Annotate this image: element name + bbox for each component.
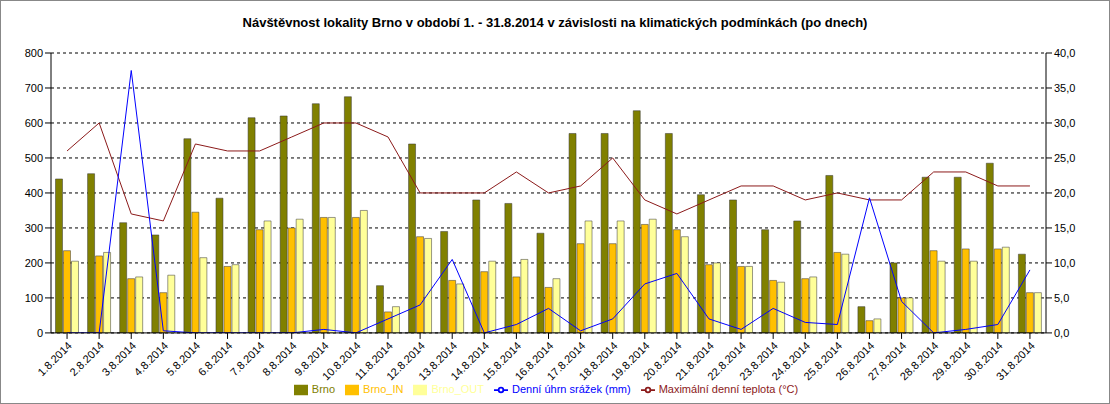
svg-text:20.8.2014: 20.8.2014 (640, 339, 684, 383)
svg-text:300: 300 (25, 222, 43, 234)
svg-text:29.8.2014: 29.8.2014 (929, 339, 973, 383)
svg-text:6.8.2014: 6.8.2014 (196, 339, 235, 378)
svg-text:500: 500 (25, 152, 43, 164)
svg-text:18.8.2014: 18.8.2014 (576, 339, 620, 383)
svg-text:26.8.2014: 26.8.2014 (833, 339, 877, 383)
svg-text:11.8.2014: 11.8.2014 (352, 339, 395, 382)
svg-text:22.8.2014: 22.8.2014 (704, 339, 748, 383)
svg-text:19.8.2014: 19.8.2014 (608, 339, 652, 383)
svg-text:700: 700 (25, 82, 43, 94)
svg-text:7.8.2014: 7.8.2014 (228, 339, 267, 378)
svg-text:8.8.2014: 8.8.2014 (260, 339, 299, 378)
svg-text:14.8.2014: 14.8.2014 (448, 339, 492, 383)
svg-text:28.8.2014: 28.8.2014 (897, 339, 941, 383)
svg-text:5.8.2014: 5.8.2014 (164, 339, 203, 378)
svg-text:400: 400 (25, 187, 43, 199)
svg-text:10,0: 10,0 (1054, 257, 1075, 269)
svg-text:600: 600 (25, 117, 43, 129)
svg-text:30.8.2014: 30.8.2014 (961, 339, 1005, 383)
svg-text:200: 200 (25, 257, 43, 269)
svg-text:15,0: 15,0 (1054, 222, 1075, 234)
svg-text:24.8.2014: 24.8.2014 (769, 339, 813, 383)
svg-text:1.8.2014: 1.8.2014 (35, 339, 74, 378)
svg-text:0: 0 (37, 327, 43, 339)
svg-text:15.8.2014: 15.8.2014 (480, 339, 524, 383)
svg-text:3.8.2014: 3.8.2014 (99, 339, 138, 378)
svg-text:40,0: 40,0 (1054, 47, 1075, 59)
html-text:Brno_OUT: Brno_OUT (431, 382, 484, 395)
svg-text:17.8.2014: 17.8.2014 (544, 339, 588, 383)
svg-text:2.8.2014: 2.8.2014 (67, 339, 106, 378)
svg-text:0,0: 0,0 (1054, 327, 1069, 339)
html-text:Maximální denní teplota (°C): Maximální denní teplota (°C) (658, 382, 799, 395)
html-text:Brno_IN: Brno_IN (363, 382, 404, 395)
svg-text:100: 100 (25, 292, 43, 304)
svg-text:31.8.2014: 31.8.2014 (994, 339, 1037, 382)
html-text:Návštěvnost lokality Brno v ob: Návštěvnost lokality Brno v období 1. - … (242, 15, 868, 30)
svg-text:21.8.2014: 21.8.2014 (672, 339, 716, 383)
html-text:Brno: Brno (311, 382, 336, 395)
svg-text:12.8.2014: 12.8.2014 (384, 339, 427, 383)
svg-text:20,0: 20,0 (1054, 187, 1075, 199)
svg-text:35,0: 35,0 (1054, 82, 1075, 94)
svg-text:16.8.2014: 16.8.2014 (512, 339, 556, 383)
svg-text:25,0: 25,0 (1054, 152, 1075, 164)
svg-text:10.8.2014: 10.8.2014 (319, 339, 363, 383)
svg-text:30,0: 30,0 (1054, 117, 1075, 129)
svg-text:800: 800 (25, 47, 43, 59)
svg-text:5,0: 5,0 (1054, 292, 1069, 304)
svg-text:23.8.2014: 23.8.2014 (737, 339, 781, 383)
svg-text:9.8.2014: 9.8.2014 (292, 339, 331, 379)
svg-text:25.8.2014: 25.8.2014 (801, 339, 845, 383)
svg-text:4.8.2014: 4.8.2014 (132, 339, 171, 378)
svg-text:13.8.2014: 13.8.2014 (416, 339, 460, 383)
svg-text:27.8.2014: 27.8.2014 (865, 339, 909, 383)
html-text:Denní úhrn srážek (mm): Denní úhrn srážek (mm) (512, 382, 631, 395)
